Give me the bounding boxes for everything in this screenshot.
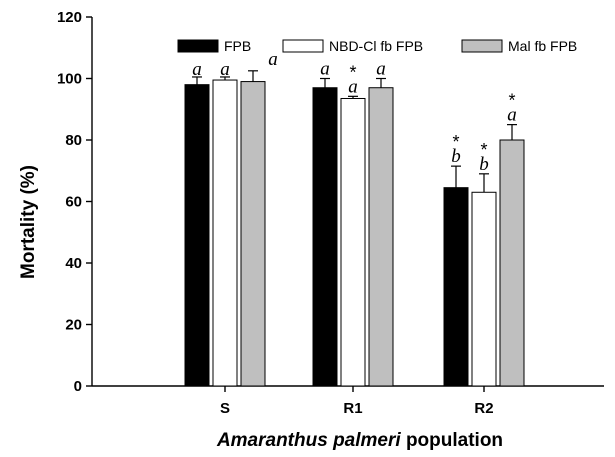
y-tick-label: 40	[65, 255, 82, 272]
significance-letter: a	[507, 105, 517, 126]
x-axis-title-species: Amaranthus palmeri	[216, 430, 401, 451]
bar	[212, 79, 238, 387]
x-tick-label: R2	[474, 400, 493, 417]
x-tick-label: S	[220, 400, 230, 417]
y-tick-label: 20	[65, 317, 82, 334]
significance-letter: a	[268, 49, 278, 70]
y-tick-label: 100	[57, 71, 82, 88]
axes: 0 20 40 60 80 100 120 S R1 R2	[57, 9, 604, 417]
significance-letter: a	[192, 59, 202, 80]
bar	[499, 139, 525, 387]
bar	[240, 81, 266, 387]
bar	[443, 187, 469, 387]
legend: FPB NBD-Cl fb FPB Mal fb FPB	[177, 38, 577, 54]
significance-letter: b	[451, 146, 461, 167]
bar	[471, 191, 497, 387]
y-tick-label: 60	[65, 194, 82, 211]
legend-label: FPB	[224, 38, 251, 54]
x-axis-title: Amaranthus palmeri population	[216, 430, 503, 451]
bar	[340, 97, 366, 387]
significance-star: *	[452, 132, 459, 152]
legend-label: Mal fb FPB	[508, 38, 577, 54]
significance-letter: a	[376, 59, 386, 80]
y-axis-title: Mortality (%)	[18, 165, 39, 279]
y-tick-label: 0	[74, 378, 82, 395]
legend-swatch	[177, 39, 219, 53]
significance-letter: b	[479, 154, 489, 175]
legend-swatch	[282, 39, 324, 53]
y-tick-label: 120	[57, 9, 82, 26]
legend-swatch	[461, 39, 503, 53]
significance-star: *	[349, 62, 356, 82]
bars	[184, 70, 525, 387]
significance-annotations: a ab*aa*b*a aa*	[192, 49, 517, 175]
bar	[312, 87, 338, 387]
significance-letter: a	[220, 59, 230, 80]
significance-letter: a	[348, 76, 358, 97]
x-tick-label: R1	[343, 400, 362, 417]
significance-letter: a	[320, 59, 330, 80]
significance-star: *	[508, 91, 515, 111]
significance-star: *	[480, 140, 487, 160]
bar	[368, 87, 394, 387]
x-axis-title-suffix: population	[401, 430, 503, 451]
bar	[184, 84, 210, 387]
legend-label: NBD-Cl fb FPB	[329, 38, 423, 54]
y-tick-label: 80	[65, 132, 82, 149]
